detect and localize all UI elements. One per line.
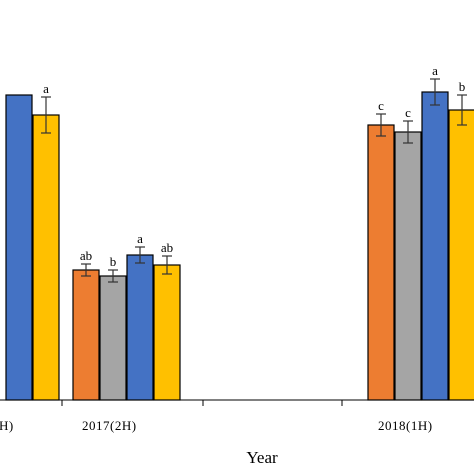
bar: [32, 114, 60, 401]
bar: [153, 264, 181, 401]
x-tick-label: H): [0, 418, 14, 433]
bar: [99, 275, 127, 401]
x-tick-label: 2018(1H): [378, 418, 433, 433]
bars-layer: ab c b c a a a ab b: [5, 63, 474, 401]
error-bar: [135, 246, 145, 264]
error-bar: [403, 120, 413, 144]
error-bar: [457, 94, 467, 126]
x-tick-label: 2017(2H): [82, 418, 137, 433]
significance-label: a: [43, 81, 49, 96]
x-axis-title: Year: [246, 448, 278, 467]
x-tick-labels: H) 2017(2H) 2018(1H): [0, 418, 433, 433]
significance-label: ab: [161, 240, 173, 255]
significance-label: c: [405, 105, 411, 120]
error-bar: [108, 269, 118, 283]
bar: [5, 94, 33, 401]
error-bar: [41, 96, 51, 134]
significance-label: c: [378, 98, 384, 113]
significance-label: a: [137, 231, 143, 246]
significance-label: b: [459, 79, 466, 94]
significance-label: b: [110, 254, 117, 269]
significance-label: ab: [80, 248, 92, 263]
x-axis: [0, 399, 474, 406]
significance-label: a: [432, 63, 438, 78]
bar: [448, 109, 474, 401]
error-bar: [81, 263, 91, 277]
bar: [421, 91, 449, 401]
error-bar: [430, 78, 440, 106]
bar: [367, 124, 395, 401]
bar: [72, 269, 100, 401]
bar: [126, 254, 154, 401]
error-bar: [376, 113, 386, 137]
error-bar: [162, 255, 172, 275]
bar: [394, 131, 422, 401]
